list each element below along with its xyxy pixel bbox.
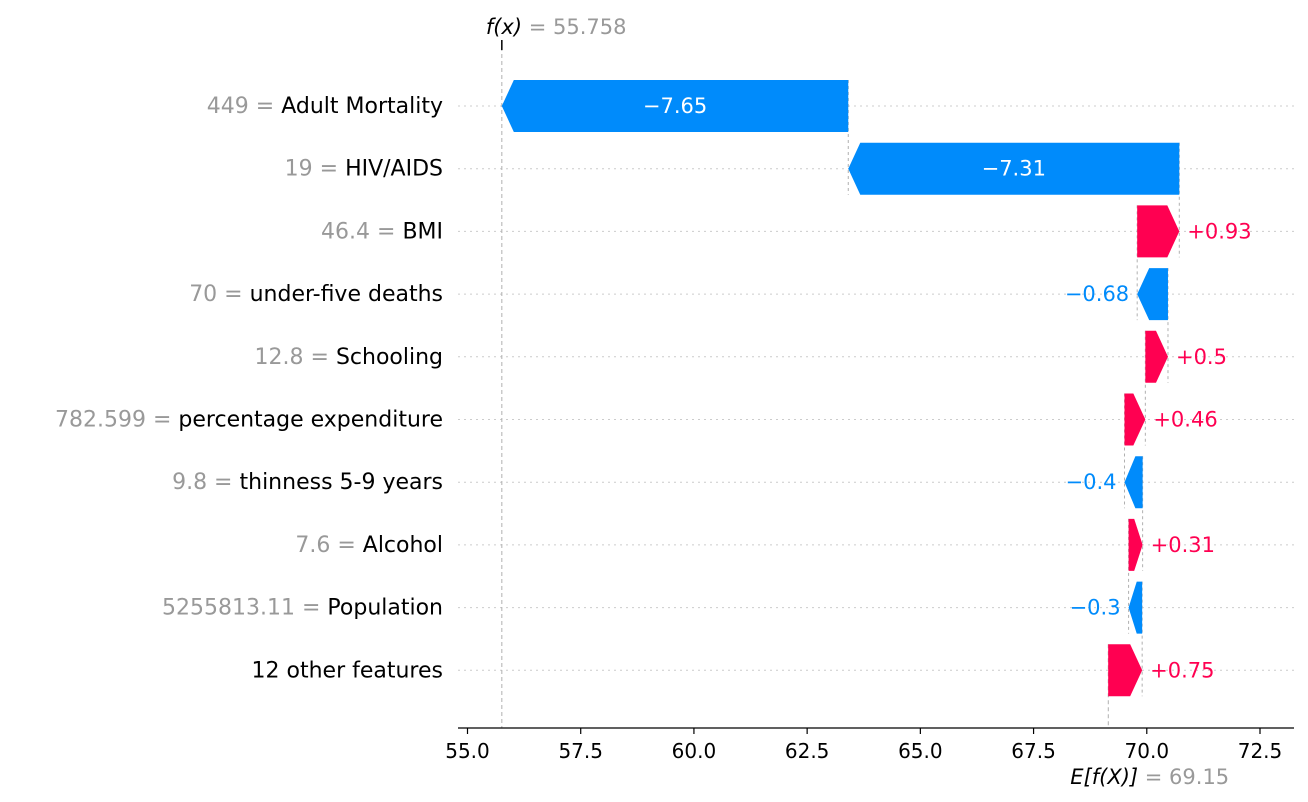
feature-value: 449 = xyxy=(207,94,281,119)
feature-name: under-five deaths xyxy=(250,282,443,307)
feature-name: Schooling xyxy=(336,344,443,369)
feature-label: 782.599 = percentage expenditure xyxy=(55,407,443,432)
feature-label: 5255813.11 = Population xyxy=(162,595,443,620)
feature-name: Alcohol xyxy=(363,532,443,557)
positive-contribution-bar xyxy=(1145,330,1168,383)
contribution-label: −0.3 xyxy=(1070,596,1121,620)
contribution-label: −0.4 xyxy=(1066,470,1117,494)
output-value-number: = 55.758 xyxy=(529,15,627,39)
negative-contribution-bar xyxy=(1137,268,1168,321)
x-axis: 55.0 57.5 60.0 62.5 65.0 67.5 70.0 72.5 xyxy=(445,727,1294,763)
feature-label: 449 = Adult Mortality xyxy=(207,94,443,119)
positive-contribution-bar xyxy=(1137,205,1180,258)
feature-label: 70 = under-five deaths xyxy=(189,282,443,307)
contribution-label: −7.65 xyxy=(643,94,707,118)
contribution-label: −7.31 xyxy=(982,157,1046,181)
x-tick-label: 55.0 xyxy=(445,739,490,763)
base-value-label: E[f(X)] = 69.15 xyxy=(1070,765,1229,789)
feature-label: 19 = HIV/AIDS xyxy=(285,156,443,181)
feature-name: Adult Mortality xyxy=(281,94,443,119)
negative-contribution-bar xyxy=(1124,456,1143,509)
x-tick-label: 65.0 xyxy=(898,739,943,763)
negative-contribution-bar xyxy=(1128,581,1143,634)
feature-label: 7.6 = Alcohol xyxy=(295,532,443,557)
x-tick-label: 57.5 xyxy=(558,739,603,763)
feature-value: 7.6 = xyxy=(295,532,362,557)
feature-name: BMI xyxy=(402,219,443,244)
feature-value: 46.4 = xyxy=(321,219,402,244)
contribution-label: +0.31 xyxy=(1151,533,1215,557)
feature-name: Population xyxy=(327,595,443,620)
feature-value: 19 = xyxy=(285,156,345,181)
feature-value: 782.599 = xyxy=(55,407,178,432)
output-value-label: f(x) = 55.758 xyxy=(486,15,627,39)
base-value-number: = 69.15 xyxy=(1145,765,1229,789)
feature-name: 12 other features xyxy=(252,658,443,683)
x-tick-label: 62.5 xyxy=(785,739,830,763)
positive-contribution-bar xyxy=(1128,518,1143,571)
feature-value: 12.8 = xyxy=(255,344,336,369)
base-value-symbol: E[f(X)] xyxy=(1070,765,1145,789)
negative-contribution-bar xyxy=(501,80,849,132)
x-tick-label: 67.5 xyxy=(1011,739,1056,763)
feature-value: 70 = xyxy=(189,282,249,307)
feature-value: 5255813.11 = xyxy=(162,595,327,620)
feature-name: HIV/AIDS xyxy=(345,156,443,181)
feature-value: 9.8 = xyxy=(172,470,239,495)
contribution-label: +0.46 xyxy=(1153,408,1217,432)
output-value-symbol: f(x) xyxy=(486,15,529,39)
contribution-label: +0.75 xyxy=(1150,658,1214,682)
feature-label: 12.8 = Schooling xyxy=(255,344,443,369)
x-tick-label: 60.0 xyxy=(672,739,717,763)
negative-contribution-bar xyxy=(848,142,1180,195)
x-tick-label: 72.5 xyxy=(1238,739,1283,763)
contribution-label: +0.93 xyxy=(1187,219,1251,243)
contribution-bars: −7.65 −7.31 +0.93 −0.68 +0.5 +0.46 −0.4 +0.31 −0… xyxy=(501,80,1252,697)
positive-contribution-bar xyxy=(1124,393,1146,446)
feature-labels: 449 = Adult Mortality 19 = HIV/AIDS 46.4 =… xyxy=(55,94,443,683)
contribution-label: −0.68 xyxy=(1065,282,1129,306)
feature-label: 46.4 = BMI xyxy=(321,219,443,244)
feature-name: percentage expenditure xyxy=(178,407,443,432)
positive-contribution-bar xyxy=(1108,644,1143,697)
feature-name: thinness 5-9 years xyxy=(240,470,444,495)
feature-label: 12 other features xyxy=(252,658,443,683)
feature-label: 9.8 = thinness 5-9 years xyxy=(172,470,443,495)
contribution-label: +0.5 xyxy=(1176,345,1227,369)
x-tick-label: 70.0 xyxy=(1125,739,1170,763)
